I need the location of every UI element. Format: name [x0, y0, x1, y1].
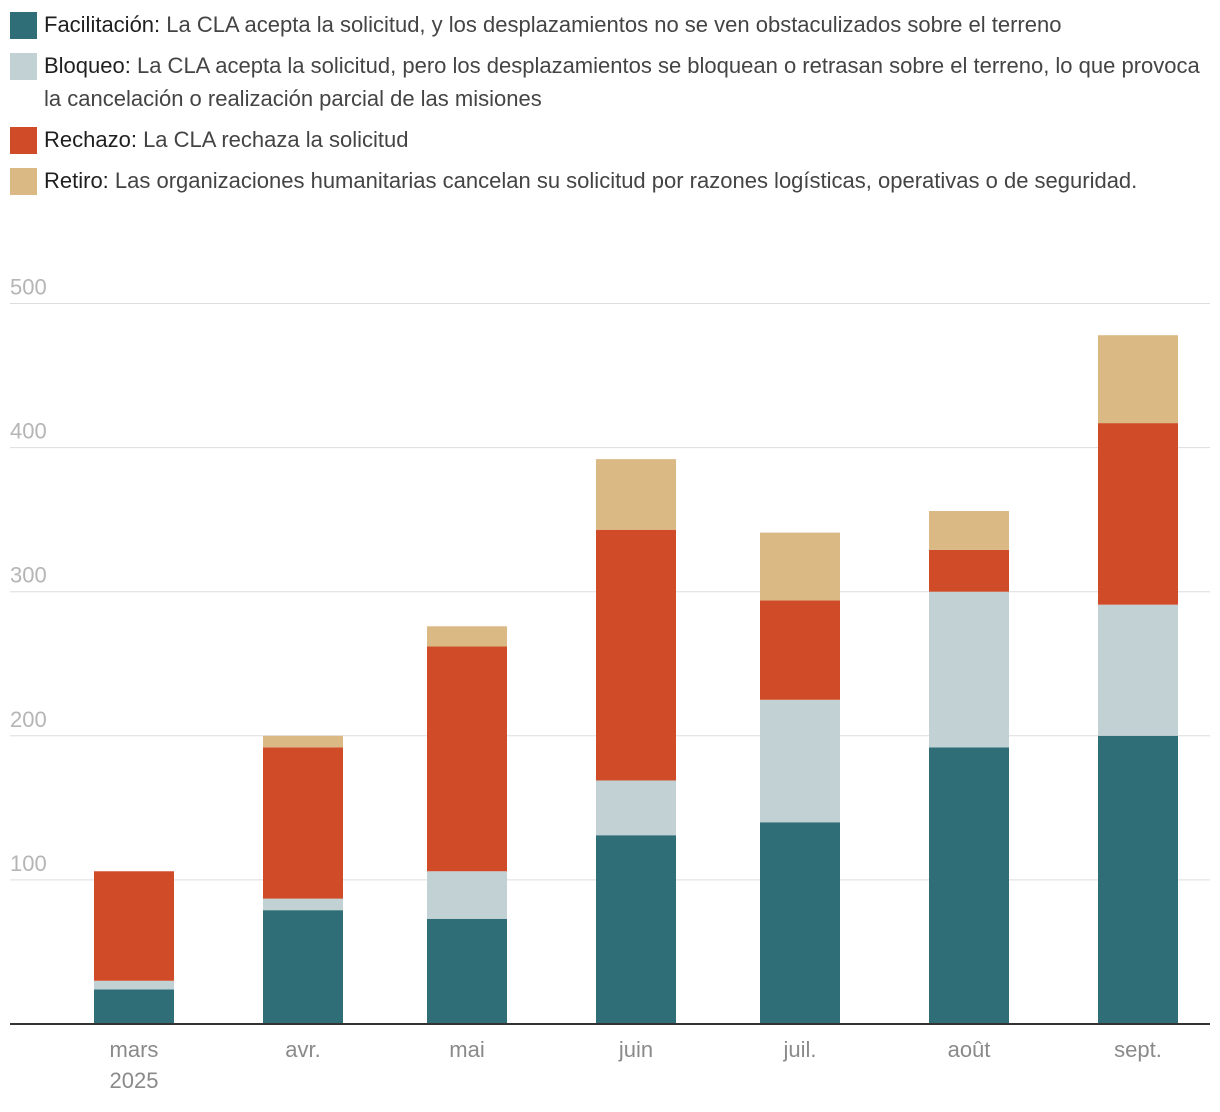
legend-label: Facilitación:: [44, 12, 161, 37]
bar-segment: [596, 780, 676, 836]
x-tick-label: mai: [449, 1037, 484, 1062]
legend-description: La CLA acepta la solicitud, pero los des…: [44, 53, 1200, 111]
legend-swatch: [10, 168, 37, 195]
bar-segment: [760, 532, 840, 601]
legend-label: Bloqueo:: [44, 53, 131, 78]
x-tick-label: août: [948, 1037, 991, 1062]
bar-segment: [263, 747, 343, 899]
bar-segment: [427, 918, 507, 1024]
legend: Facilitación: La CLA acepta la solicitud…: [10, 8, 1215, 205]
y-tick-label: 200: [10, 707, 47, 732]
bar-segment: [929, 747, 1009, 1024]
bar-segment: [263, 910, 343, 1024]
bar-segment: [760, 699, 840, 823]
bar-segment: [427, 626, 507, 647]
x-tick-label: mars: [110, 1037, 159, 1062]
bar-segment: [94, 980, 174, 990]
x-tick-label: avr.: [285, 1037, 320, 1062]
legend-item-retiro: Retiro: Las organizaciones humanitarias …: [10, 164, 1215, 197]
bar-segment: [760, 822, 840, 1024]
legend-swatch: [10, 53, 37, 80]
bar-segment: [1098, 335, 1178, 424]
x-tick-label: juin: [618, 1037, 653, 1062]
legend-description: La CLA rechaza la solicitud: [136, 127, 409, 152]
y-tick-label: 100: [10, 851, 47, 876]
y-tick-label: 300: [10, 563, 47, 588]
y-tick-label: 400: [10, 419, 47, 444]
legend-label: Rechazo:: [44, 127, 137, 152]
x-tick-label: sept.: [1114, 1037, 1162, 1062]
bar-segment: [427, 871, 507, 919]
bar-segment: [263, 898, 343, 911]
bar-segment: [1098, 423, 1178, 605]
legend-description: Las organizaciones humanitarias cancelan…: [108, 168, 1138, 193]
bar-segment: [596, 459, 676, 530]
legend-item-rechazo: Rechazo: La CLA rechaza la solicitud: [10, 123, 1215, 156]
bar-segment: [929, 591, 1009, 748]
legend-swatch: [10, 127, 37, 154]
stacked-bar-chart: 100 200 300 400 500 mars 2025 avr. mai juin juil. a…: [10, 275, 1210, 1093]
bar-segment: [929, 549, 1009, 592]
legend-item-bloqueo: Bloqueo: La CLA acepta la solicitud, per…: [10, 49, 1215, 115]
bar-segment: [263, 735, 343, 748]
bar-segment: [596, 835, 676, 1024]
bar-segment: [1098, 735, 1178, 1024]
legend-description: La CLA acepta la solicitud, y los despla…: [160, 12, 1062, 37]
bar-segment: [427, 646, 507, 872]
bar-segment: [760, 600, 840, 700]
legend-item-facilitacion: Facilitación: La CLA acepta la solicitud…: [10, 8, 1215, 41]
bar-segment: [596, 529, 676, 781]
bar-segment: [929, 511, 1009, 550]
bar-segment: [1098, 604, 1178, 736]
y-tick-label: 500: [10, 275, 47, 300]
bar-segment: [94, 871, 174, 981]
legend-label: Retiro:: [44, 168, 109, 193]
legend-swatch: [10, 12, 37, 39]
x-tick-sublabel: 2025: [110, 1068, 159, 1093]
bar-segment: [94, 989, 174, 1024]
x-tick-label: juil.: [782, 1037, 816, 1062]
